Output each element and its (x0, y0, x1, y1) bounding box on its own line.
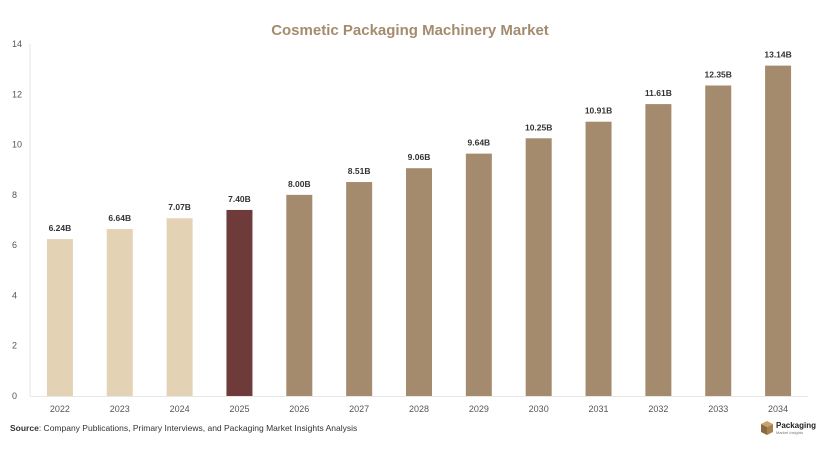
bar-2034 (765, 65, 792, 396)
data-label-2033: 12.35B (705, 69, 732, 79)
y-tick-label: 6 (12, 240, 17, 250)
y-tick-label: 8 (12, 190, 17, 200)
y-tick-label: 12 (12, 89, 22, 99)
x-tick-label-2027: 2027 (349, 404, 369, 414)
logo-tagline: Market Insights (776, 429, 804, 435)
y-tick-label: 2 (12, 341, 17, 351)
data-label-2025: 7.40B (228, 194, 251, 204)
data-label-2032: 11.61B (645, 88, 672, 98)
bar-2032 (645, 104, 672, 396)
brand-logo: Packaging Market Insights (761, 421, 816, 435)
bar-2029 (465, 153, 492, 396)
source-label: Source (10, 423, 39, 433)
x-tick-label-2026: 2026 (289, 404, 309, 414)
bar-2025 (226, 209, 253, 396)
y-axis: 0 2 4 6 8 10 12 14 (12, 39, 31, 401)
bar-2031 (585, 121, 612, 396)
data-label-2026: 8.00B (288, 179, 311, 189)
box-icon (761, 421, 773, 435)
x-tick-label-2024: 2024 (170, 404, 190, 414)
bar-2033 (705, 85, 732, 396)
bar-2023 (106, 229, 133, 396)
x-tick-label-2022: 2022 (50, 404, 70, 414)
logo-name: Packaging (776, 420, 817, 430)
x-tick-label-2030: 2030 (529, 404, 549, 414)
bar-2026 (286, 194, 313, 396)
data-label-2034: 13.14B (764, 50, 791, 60)
data-label-2027: 8.51B (348, 166, 371, 176)
data-label-2030: 10.25B (525, 122, 552, 132)
y-tick-label: 10 (12, 140, 22, 150)
x-tick-label-2031: 2031 (589, 404, 609, 414)
x-tick-label-2034: 2034 (768, 404, 788, 414)
y-tick-label: 0 (12, 391, 17, 401)
bar-2027 (346, 182, 373, 396)
bar-2022 (46, 239, 73, 396)
source-text: : Company Publications, Primary Intervie… (38, 423, 358, 433)
data-labels: 6.24B 6.64B 7.07B 7.40B 8.00B 8.51B 9.06B 9.64B… (49, 50, 792, 233)
data-label-2029: 9.64B (468, 138, 491, 148)
data-label-2024: 7.07B (168, 202, 191, 212)
x-tick-label-2029: 2029 (469, 404, 489, 414)
bars (46, 65, 792, 397)
source-note: Source: Company Publications, Primary In… (10, 423, 357, 433)
bar-2030 (525, 138, 552, 397)
bar-2024 (166, 218, 193, 396)
data-label-2031: 10.91B (585, 106, 612, 116)
x-tick-label-2023: 2023 (110, 404, 130, 414)
x-tick-label-2033: 2033 (708, 404, 728, 414)
data-label-2022: 6.24B (49, 223, 72, 233)
x-tick-label-2032: 2032 (648, 404, 668, 414)
data-label-2028: 9.06B (408, 152, 431, 162)
y-tick-label: 4 (12, 290, 17, 300)
x-axis: 2022 2023 2024 2025 2026 2027 2028 2029 2030 2031… (30, 396, 808, 414)
x-tick-label-2025: 2025 (229, 404, 249, 414)
bar-2028 (406, 168, 432, 396)
data-label-2023: 6.64B (108, 213, 131, 223)
x-tick-label-2028: 2028 (409, 404, 429, 414)
y-tick-label: 14 (12, 39, 22, 49)
chart-title: Cosmetic Packaging Machinery Market (271, 22, 549, 39)
